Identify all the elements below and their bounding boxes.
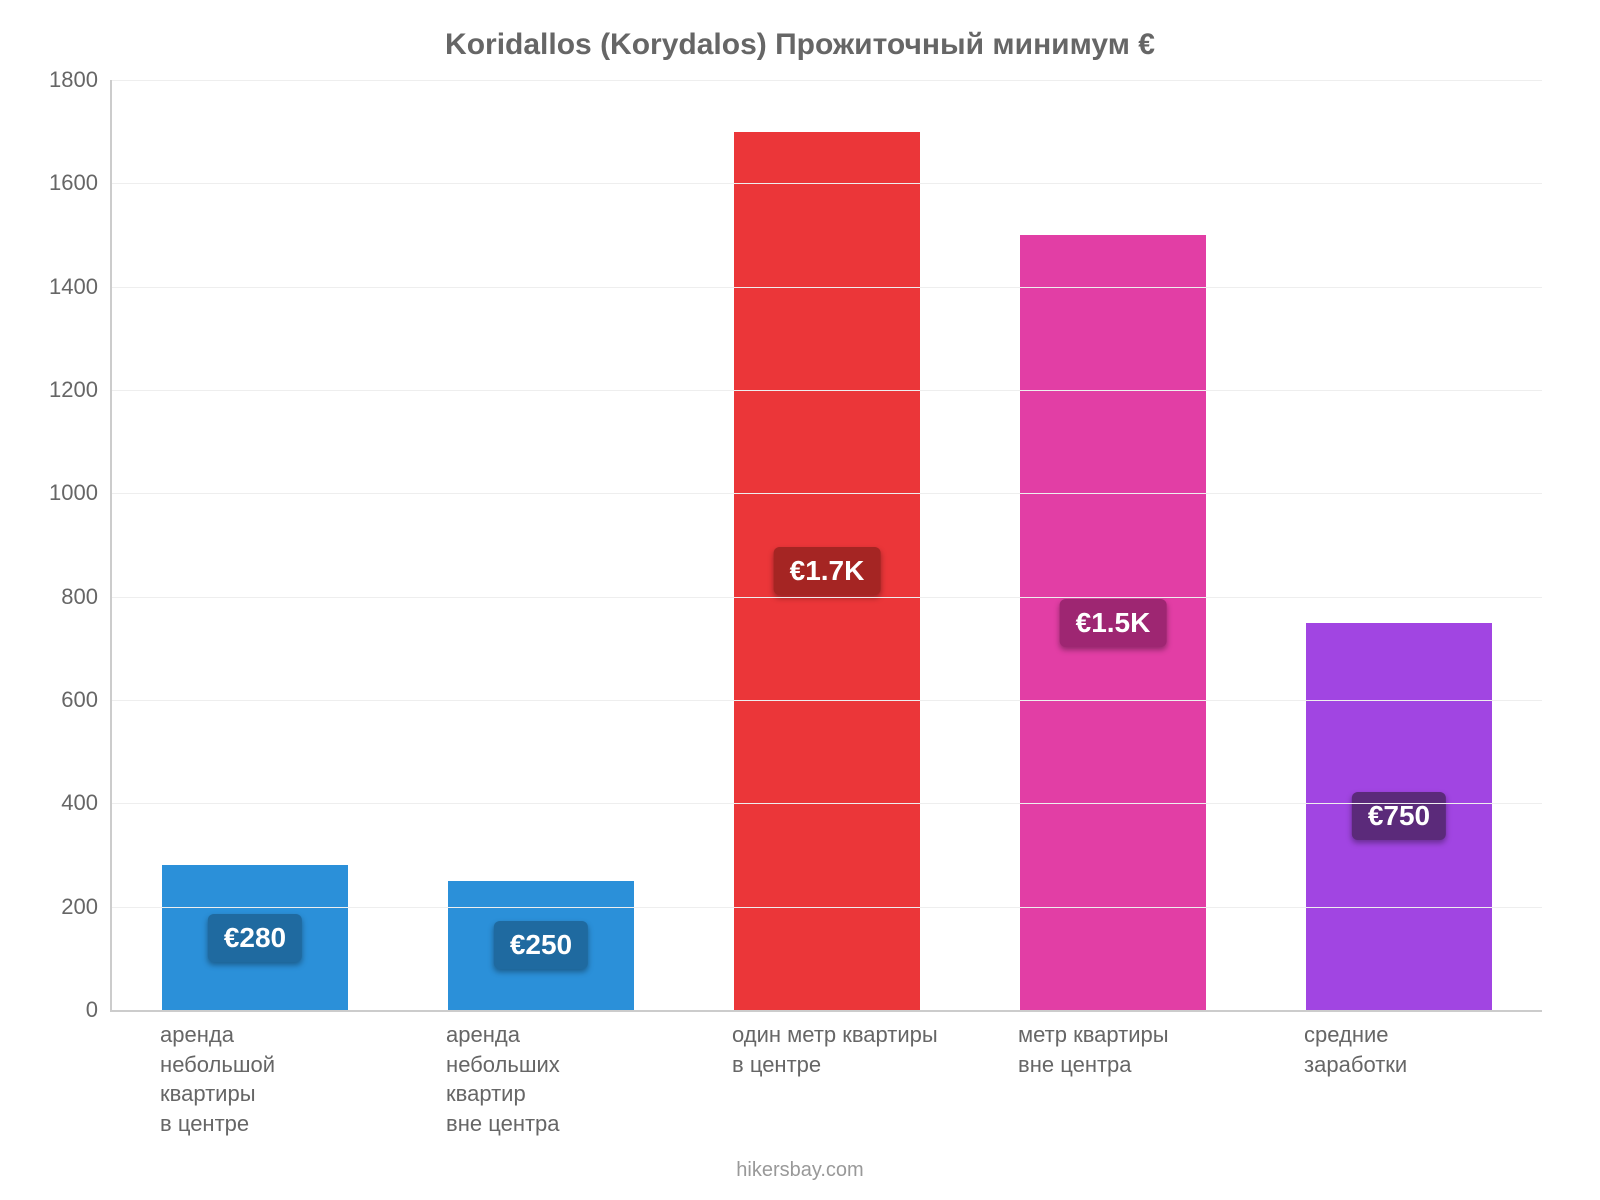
x-tick-label: аренданебольшойквартирыв центре [160, 1020, 386, 1139]
gridline [112, 803, 1542, 804]
gridline [112, 597, 1542, 598]
x-tick-label: один метр квартирыв центре [732, 1020, 958, 1079]
x-tick-label: метр квартирывне центра [1018, 1020, 1244, 1079]
y-tick-label: 1600 [49, 170, 112, 196]
gridline [112, 700, 1542, 701]
bar-value-label: €1.5K [1060, 599, 1167, 647]
gridline [112, 390, 1542, 391]
bar-value-label: €1.7K [774, 547, 881, 595]
bar: €1.7K [734, 132, 920, 1010]
plot-area: €280€250€1.7K€1.5K€750 02004006008001000… [110, 80, 1542, 1012]
y-tick-label: 1200 [49, 377, 112, 403]
bar: €280 [162, 865, 348, 1010]
bar-value-label: €750 [1352, 792, 1446, 840]
x-tick-label: аренданебольшихквартирвне центра [446, 1020, 672, 1139]
gridline [112, 183, 1542, 184]
chart-container: Koridallos (Korydalos) Прожиточный миним… [0, 0, 1600, 1200]
y-tick-label: 0 [86, 997, 112, 1023]
gridline [112, 80, 1542, 81]
bar: €250 [448, 881, 634, 1010]
bar-value-label: €280 [208, 914, 302, 962]
gridline [112, 907, 1542, 908]
y-tick-label: 1000 [49, 480, 112, 506]
x-tick-label: средниезаработки [1304, 1020, 1530, 1079]
y-tick-label: 200 [61, 894, 112, 920]
y-tick-label: 800 [61, 584, 112, 610]
gridline [112, 287, 1542, 288]
gridline [112, 493, 1542, 494]
y-tick-label: 400 [61, 790, 112, 816]
bars-layer: €280 €250 €1.7K €1.5K €750 [112, 80, 1542, 1010]
y-tick-label: 600 [61, 687, 112, 713]
attribution: hikersbay.com [0, 1159, 1600, 1182]
bar: €1.5K [1020, 235, 1206, 1010]
chart-title: Koridallos (Korydalos) Прожиточный миним… [0, 28, 1600, 62]
y-tick-label: 1400 [49, 274, 112, 300]
bar-value-label: €250 [494, 921, 588, 969]
y-tick-label: 1800 [49, 67, 112, 93]
bar: €750 [1306, 623, 1492, 1011]
